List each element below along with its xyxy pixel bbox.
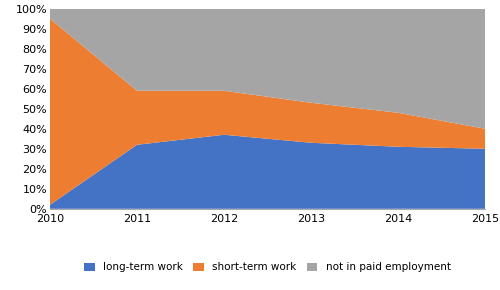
Legend: long-term work, short-term work, not in paid employment: long-term work, short-term work, not in … xyxy=(80,258,455,276)
